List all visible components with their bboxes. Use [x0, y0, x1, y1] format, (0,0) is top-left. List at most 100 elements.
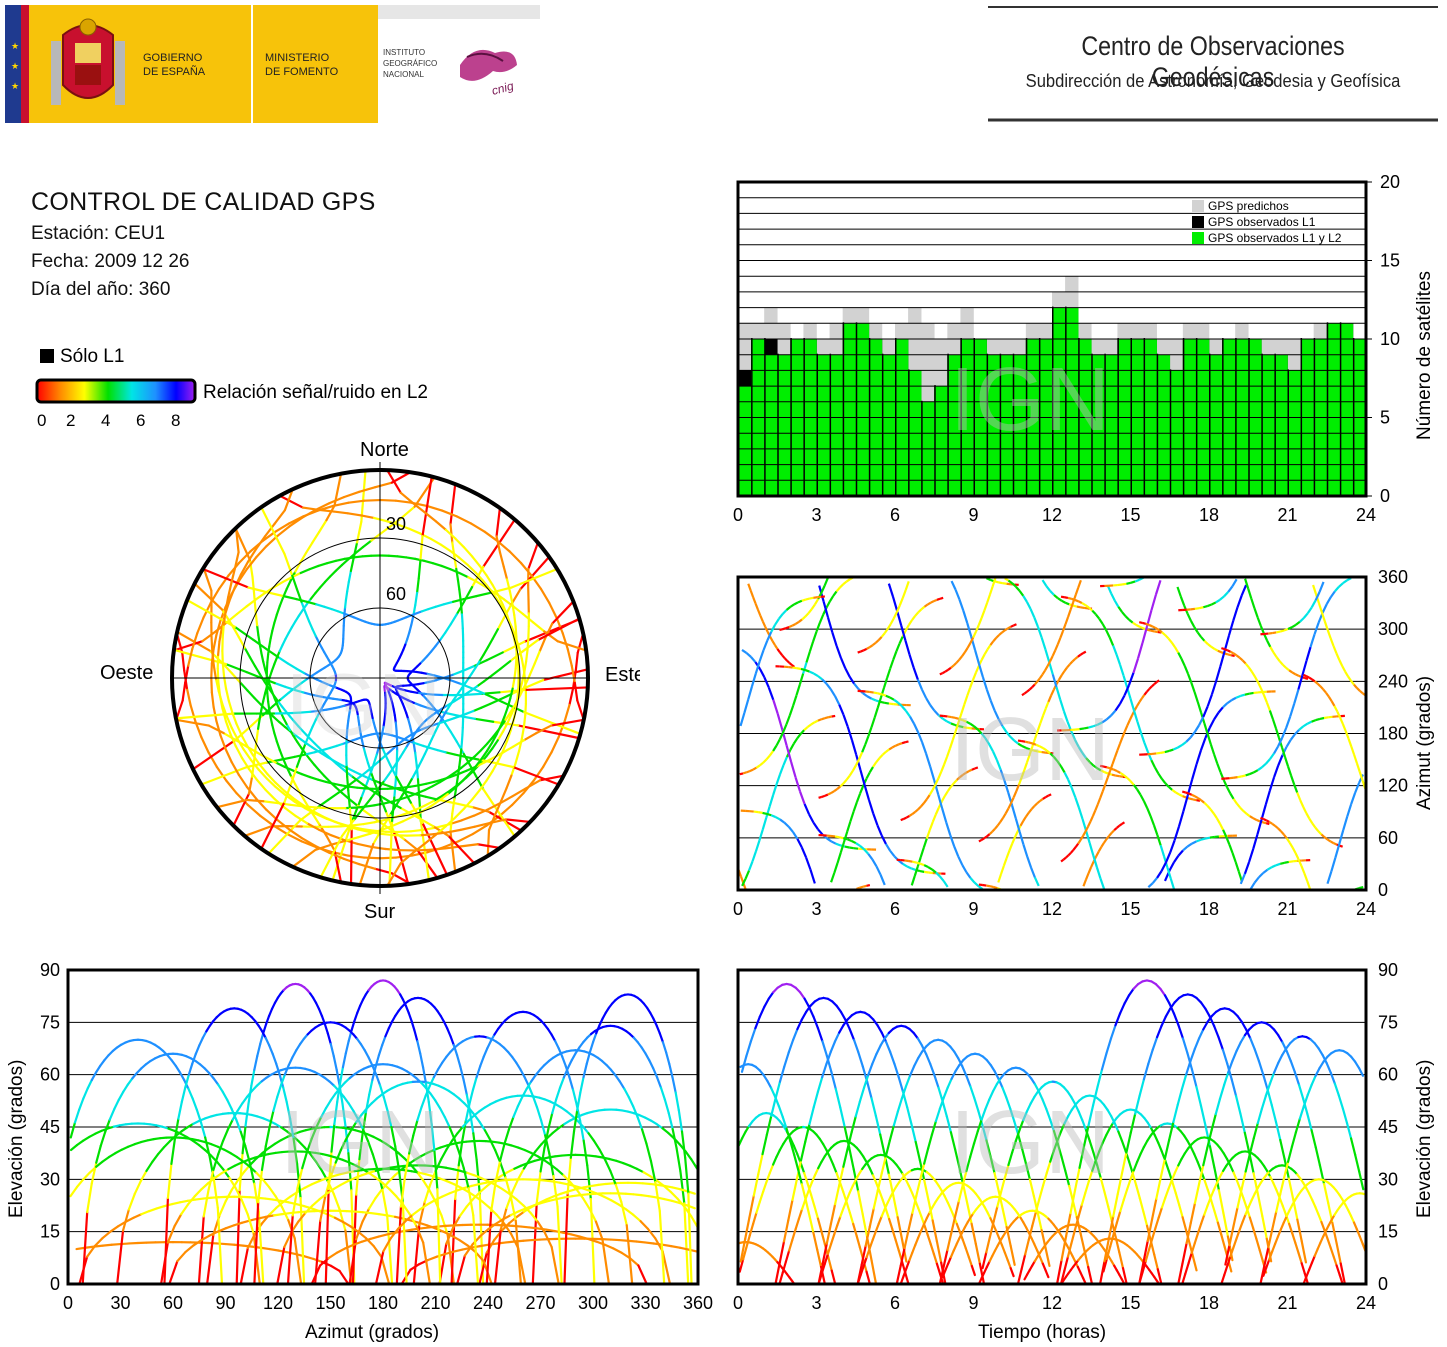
elevation-track	[915, 1178, 922, 1197]
elevation-azimuth-track	[661, 1127, 670, 1135]
azimuth-track	[1344, 671, 1350, 678]
elevation-azimuth-track	[594, 1155, 604, 1159]
skyplot-track	[376, 780, 385, 791]
skyplot-track	[397, 830, 413, 834]
azimuth-track	[1149, 815, 1155, 826]
x-tick-label: 300	[578, 1293, 608, 1313]
elevation-azimuth-track	[215, 1242, 227, 1246]
skyplot-track	[490, 586, 513, 594]
skyplot-track	[504, 818, 532, 824]
elevation-azimuth-track	[274, 1194, 283, 1208]
azimuth-track	[974, 766, 979, 770]
skyplot-track	[522, 714, 527, 729]
skyplot-track	[318, 769, 326, 778]
skyplot-track	[356, 842, 373, 849]
skyplot-track	[486, 637, 494, 649]
azimuth-track	[991, 828, 996, 833]
elevation-track	[833, 1031, 841, 1043]
observed-l1-edge	[1091, 353, 1093, 496]
elevation-azimuth-track	[413, 1155, 422, 1162]
azimuth-track	[925, 753, 932, 767]
elevation-azimuth-track	[329, 1264, 341, 1273]
skyplot-track	[356, 786, 366, 790]
elevation-azimuth-track	[679, 1170, 686, 1205]
skyplot-track	[360, 514, 376, 520]
azimuth-track	[809, 670, 815, 675]
observed-l1-edge	[999, 353, 1002, 496]
elevation-azimuth-track	[93, 1236, 104, 1248]
elevation-azimuth-track	[632, 1193, 643, 1197]
azimuth-track	[764, 626, 769, 633]
azimuth-track	[785, 606, 792, 611]
skyplot-track	[417, 782, 428, 787]
skyplot-track	[266, 772, 277, 784]
elevation-azimuth-track	[329, 1092, 337, 1102]
skyplot-track	[319, 834, 344, 879]
elevation-track	[950, 1070, 957, 1080]
skyplot-track	[414, 804, 426, 811]
elevation-track	[827, 1256, 833, 1272]
skyplot-track	[328, 496, 346, 505]
azimuth-track	[993, 710, 1000, 720]
azimuth-track	[906, 865, 912, 870]
skyplot-track	[352, 807, 365, 822]
skyplot-track	[459, 748, 463, 759]
skyplot-track	[295, 667, 305, 675]
x-tick-label: 120	[263, 1293, 293, 1313]
azimuth-track	[1014, 818, 1021, 833]
azimuth-track	[1176, 586, 1182, 598]
azimuth-track	[1235, 654, 1241, 659]
elevation-azimuth-track	[533, 1157, 543, 1162]
azimuth-track	[1231, 696, 1237, 702]
elevation-azimuth-track	[279, 1126, 289, 1133]
elevation-track	[1056, 1130, 1063, 1142]
elevation-azimuth-track	[552, 1192, 563, 1198]
elevation-track	[984, 1098, 991, 1111]
skyplot-track	[499, 692, 513, 701]
elevation-azimuth-track	[283, 1064, 290, 1076]
azimuth-track	[937, 714, 944, 720]
skyplot-track	[416, 691, 426, 695]
elevation-track	[985, 1235, 992, 1254]
elevation-azimuth-track	[264, 1197, 275, 1201]
azimuth-track	[1231, 578, 1238, 587]
skyplot-track	[410, 614, 415, 626]
elevation-azimuth-track	[244, 1102, 250, 1128]
skyplot-track	[314, 586, 321, 595]
azimuth-track	[1272, 631, 1277, 635]
azimuth-track	[1206, 805, 1212, 811]
azimuth-track	[958, 717, 963, 722]
elevation-azimuth-track	[601, 1011, 607, 1020]
azimuth-track	[805, 857, 812, 871]
elevation-azimuth-track	[239, 1130, 247, 1147]
elevation-azimuth-track	[582, 1184, 592, 1189]
elevation-azimuth-track	[548, 1152, 555, 1178]
azimuth-track	[872, 813, 879, 826]
azimuth-track	[924, 870, 929, 874]
azimuth-track	[1045, 749, 1051, 755]
elevation-azimuth-track	[582, 1062, 588, 1079]
azimuth-track	[1083, 726, 1089, 730]
azimuth-track	[934, 807, 940, 815]
elevation-azimuth-track	[224, 1242, 236, 1246]
skyplot-track	[453, 766, 463, 774]
elevation-azimuth-track	[586, 1192, 597, 1196]
skyplot-track	[347, 552, 357, 561]
x-tick-label: 21	[1277, 505, 1297, 525]
x-tick-label: 6	[890, 899, 900, 919]
azimuth-track	[1192, 798, 1197, 802]
elevation-azimuth-track	[388, 1165, 398, 1169]
observed-l1-edge	[1065, 306, 1067, 496]
elevation-azimuth-track	[354, 1220, 364, 1241]
azimuth-track	[1156, 870, 1163, 879]
elevation-azimuth-track	[109, 1225, 120, 1233]
azimuth-track	[788, 624, 793, 629]
azimuth-track	[869, 644, 874, 649]
azimuth-track	[741, 648, 748, 654]
azimuth-track	[1298, 725, 1304, 731]
elevation-track	[1064, 1169, 1071, 1187]
azimuth-track	[1108, 832, 1113, 837]
azimuth-track	[995, 759, 1002, 771]
azimuth-track	[908, 859, 913, 863]
